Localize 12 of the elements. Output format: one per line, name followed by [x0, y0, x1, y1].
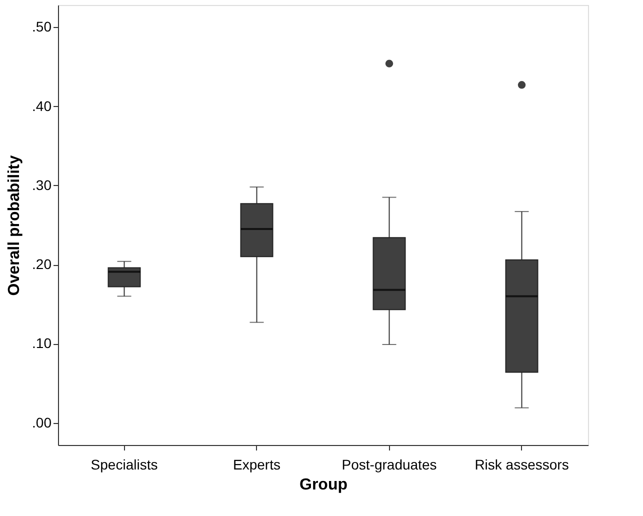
x-tick-label: Risk assessors — [474, 456, 569, 472]
x-axis-title: Group — [300, 476, 348, 494]
y-tick-label: .40 — [32, 98, 52, 114]
y-tick-label: .50 — [32, 18, 52, 35]
x-tick-label: Post-graduates — [342, 456, 437, 472]
y-tick-label: .30 — [32, 176, 52, 193]
y-tick-label: .20 — [32, 256, 52, 272]
x-tick-label: Experts — [233, 456, 280, 472]
y-tick-label: .00 — [32, 414, 52, 430]
y-tick-label: .10 — [32, 335, 52, 352]
y-axis-title: Overall probability — [6, 155, 24, 296]
x-tick-label: Specialists — [90, 456, 158, 472]
